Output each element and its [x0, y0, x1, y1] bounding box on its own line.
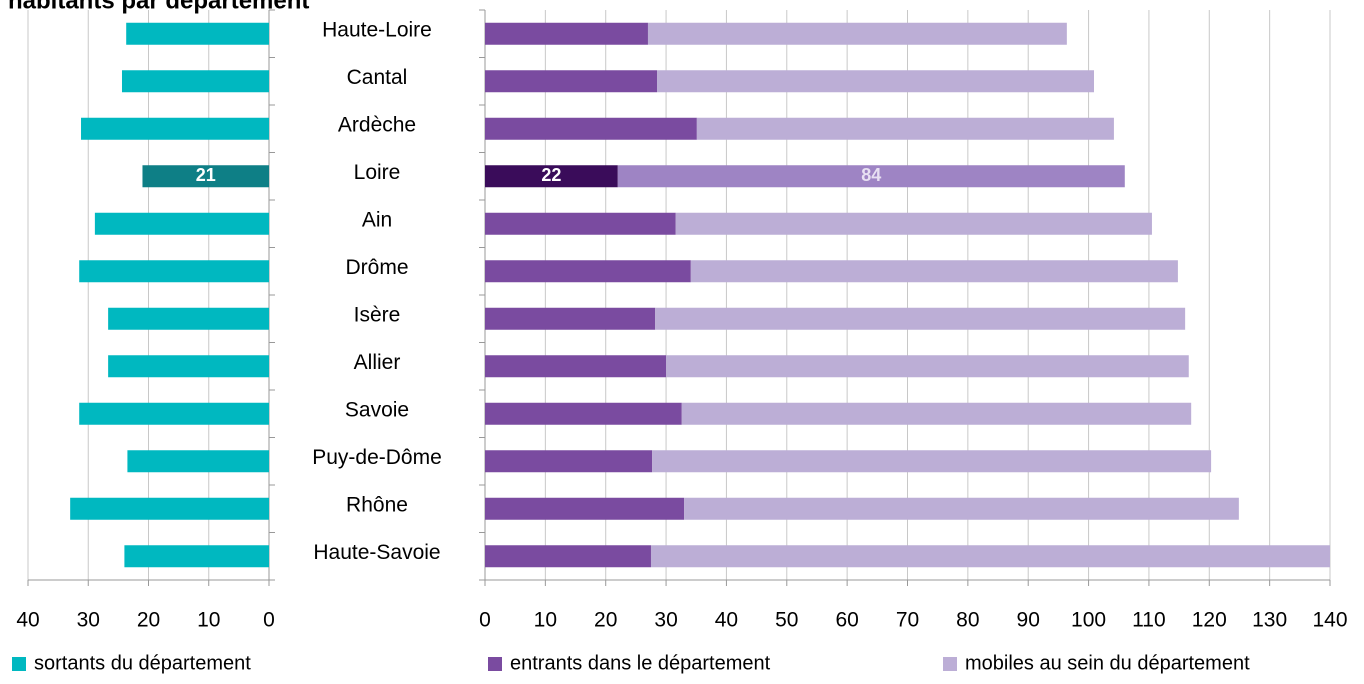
legend-swatch: [12, 657, 26, 671]
category-label: Haute-Loire: [322, 18, 432, 41]
bar-segment: [485, 117, 697, 140]
category-label: Savoie: [345, 398, 409, 421]
legend-label: entrants dans le département: [510, 652, 771, 674]
x-tick-label: 130: [1252, 609, 1287, 632]
x-tick-label: 110: [1132, 609, 1165, 632]
bar-segment: [485, 165, 618, 188]
bar: [79, 260, 270, 283]
bar: [142, 165, 269, 188]
x-tick-label: 10: [197, 609, 220, 632]
bar-segment: [666, 355, 1189, 378]
bar-segment: [650, 545, 1330, 568]
category-label: Cantal: [347, 66, 408, 89]
category-label: Puy-de-Dôme: [312, 446, 442, 469]
category-label: Ain: [362, 208, 392, 231]
bar: [70, 497, 269, 520]
bar: [108, 307, 269, 330]
bar-segment: [655, 307, 1186, 330]
bar: [124, 545, 270, 568]
legend-label: mobiles au sein du département: [965, 652, 1250, 674]
x-tick-label: 0: [263, 609, 275, 632]
bar: [79, 402, 270, 425]
bar: [126, 22, 270, 45]
bar: [127, 450, 269, 473]
x-tick-label: 140: [1312, 609, 1347, 632]
category-label: Drôme: [345, 256, 408, 279]
bar-segment: [485, 307, 656, 330]
x-tick-label: 40: [715, 609, 738, 632]
bar-segment: [690, 260, 1178, 283]
bar: [81, 117, 270, 140]
x-tick-label: 90: [1017, 609, 1040, 632]
data-label: 22: [541, 165, 561, 185]
bar: [94, 212, 269, 235]
bar: [108, 355, 269, 378]
x-tick-label: 60: [835, 609, 858, 632]
bar-segment: [485, 402, 682, 425]
category-label: Rhône: [346, 493, 408, 516]
x-tick-label: 20: [594, 609, 617, 632]
x-tick-label: 30: [77, 609, 100, 632]
bar-segment: [485, 260, 691, 283]
bar-segment: [485, 497, 685, 520]
x-tick-label: 50: [775, 609, 798, 632]
legend-swatch: [488, 657, 502, 671]
x-tick-label: 40: [16, 609, 39, 632]
x-tick-label: 10: [534, 609, 557, 632]
chart-title: habitants par département: [8, 0, 309, 14]
category-label: Loire: [354, 161, 401, 184]
legend-swatch: [943, 657, 957, 671]
bar-segment: [647, 22, 1067, 45]
data-label: 21: [196, 165, 216, 185]
x-tick-label: 70: [896, 609, 919, 632]
x-tick-label: 30: [654, 609, 677, 632]
bar-segment: [696, 117, 1114, 140]
bar-segment: [485, 22, 648, 45]
category-label: Isère: [354, 303, 401, 326]
bar-segment: [485, 212, 676, 235]
bar-segment: [684, 497, 1239, 520]
bar-segment: [652, 450, 1212, 473]
data-label: 84: [861, 165, 881, 185]
bar-segment: [485, 355, 667, 378]
x-tick-label: 80: [956, 609, 979, 632]
bar-segment: [485, 450, 653, 473]
bar: [121, 70, 270, 93]
bar-segment: [681, 402, 1192, 425]
bar-segment: [617, 165, 1125, 188]
category-label: Haute-Savoie: [313, 541, 440, 564]
x-tick-label: 120: [1192, 609, 1227, 632]
bar-segment: [675, 212, 1152, 235]
category-label: Allier: [354, 351, 401, 374]
category-label: Ardèche: [338, 113, 416, 136]
bar-segment: [485, 70, 658, 93]
x-tick-label: 100: [1071, 609, 1106, 632]
x-tick-label: 20: [137, 609, 160, 632]
bar-segment: [485, 545, 651, 568]
x-tick-label: 0: [479, 609, 491, 632]
bar-segment: [657, 70, 1095, 93]
legend-label: sortants du département: [34, 652, 251, 674]
